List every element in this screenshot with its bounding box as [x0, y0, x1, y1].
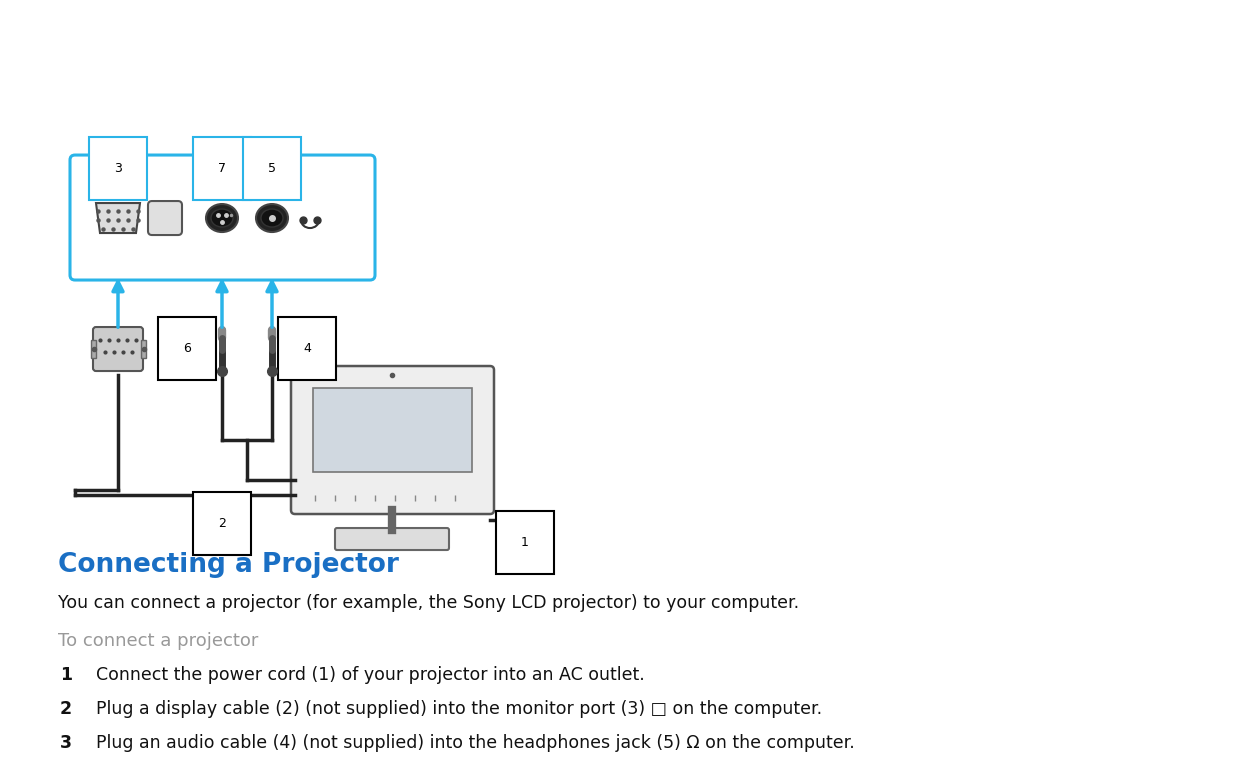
Polygon shape — [95, 203, 140, 233]
Text: 1: 1 — [60, 666, 72, 684]
FancyBboxPatch shape — [148, 201, 182, 235]
Text: To connect a projector: To connect a projector — [58, 632, 258, 650]
Text: 2: 2 — [60, 700, 72, 718]
Ellipse shape — [206, 204, 238, 232]
Ellipse shape — [211, 209, 233, 227]
Text: 4: 4 — [303, 341, 311, 354]
Bar — [312, 388, 472, 472]
Text: Connect the power cord (1) of your projector into an AC outlet.: Connect the power cord (1) of your proje… — [95, 666, 645, 684]
Text: ∨AIO: ∨AIO — [19, 13, 119, 47]
FancyBboxPatch shape — [69, 155, 374, 280]
Text: 3: 3 — [60, 734, 72, 752]
Ellipse shape — [260, 209, 283, 227]
Text: 6: 6 — [184, 341, 191, 354]
Text: Using Peripheral Devices: Using Peripheral Devices — [1011, 34, 1224, 49]
Text: Plug an audio cable (4) (not supplied) into the headphones jack (5) Ω on the com: Plug an audio cable (4) (not supplied) i… — [95, 734, 854, 752]
Bar — [91, 340, 95, 358]
FancyBboxPatch shape — [291, 366, 494, 514]
FancyBboxPatch shape — [335, 528, 449, 550]
FancyBboxPatch shape — [93, 327, 143, 371]
Text: Connecting a Projector: Connecting a Projector — [58, 552, 399, 578]
Text: 7: 7 — [218, 162, 226, 175]
Text: 5: 5 — [268, 162, 277, 175]
Bar — [141, 340, 146, 358]
Text: You can connect a projector (for example, the Sony LCD projector) to your comput: You can connect a projector (for example… — [58, 594, 799, 612]
Ellipse shape — [255, 204, 288, 232]
Text: ◄  74  ►: ◄ 74 ► — [1011, 13, 1081, 31]
Text: 3: 3 — [114, 162, 122, 175]
Text: 2: 2 — [218, 517, 226, 530]
Text: Plug a display cable (2) (not supplied) into the monitor port (3) □ on the compu: Plug a display cable (2) (not supplied) … — [95, 700, 822, 718]
Text: 1: 1 — [521, 536, 529, 549]
